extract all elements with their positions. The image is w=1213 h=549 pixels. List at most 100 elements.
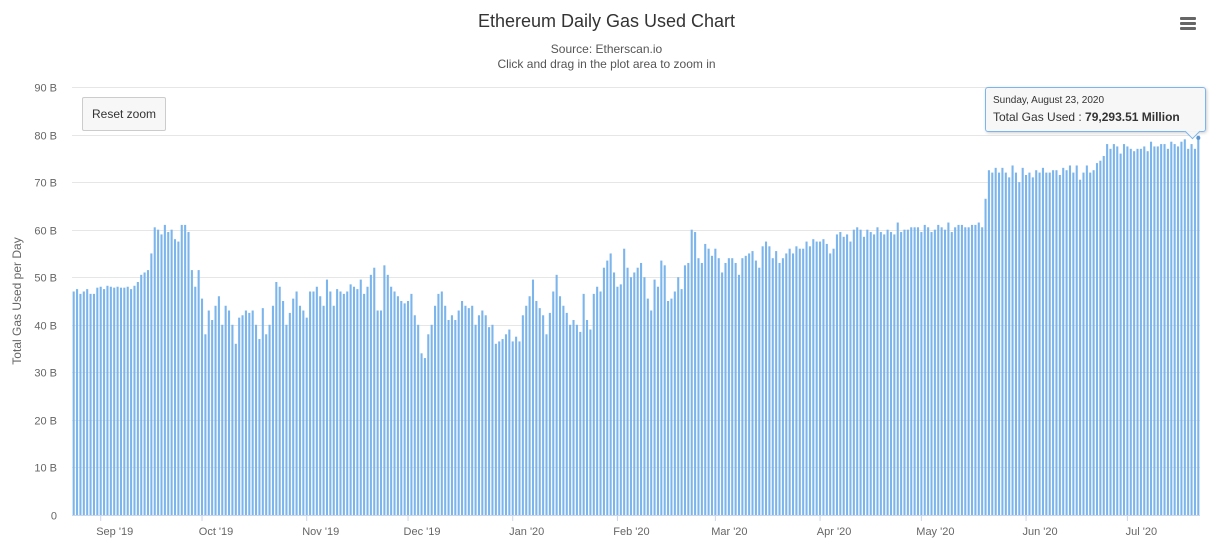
bar	[991, 172, 994, 515]
bar	[1041, 167, 1044, 515]
bar	[417, 324, 420, 515]
bar	[130, 289, 133, 515]
bar	[1143, 146, 1146, 515]
bar	[1058, 174, 1061, 516]
bar	[369, 274, 372, 515]
bar	[329, 291, 332, 515]
bar	[363, 293, 366, 515]
bar	[933, 229, 936, 516]
bar	[758, 267, 761, 515]
bar	[474, 324, 477, 515]
bar	[248, 312, 251, 515]
bar	[1160, 144, 1163, 515]
bar	[873, 234, 876, 516]
bar	[1163, 144, 1166, 515]
bar	[623, 248, 626, 515]
bar	[596, 286, 599, 515]
bar	[829, 253, 832, 515]
bar	[690, 229, 693, 516]
bar	[650, 310, 653, 515]
bar	[670, 298, 673, 515]
y-tick-label: 70 B	[34, 178, 57, 190]
bar	[1197, 137, 1200, 515]
y-tick-label: 30 B	[34, 368, 57, 380]
bar	[778, 262, 781, 515]
bar	[673, 291, 676, 515]
bar	[356, 289, 359, 515]
bar	[1028, 172, 1031, 515]
bar	[390, 286, 393, 515]
bar	[244, 310, 247, 515]
bar	[302, 310, 305, 515]
bar	[1166, 148, 1169, 515]
bar	[960, 224, 963, 515]
hamburger-menu-icon	[1180, 17, 1196, 20]
bar	[525, 305, 528, 515]
bar	[984, 198, 987, 515]
bar	[167, 232, 170, 516]
bar	[707, 248, 710, 515]
bar	[383, 265, 386, 515]
bar	[886, 229, 889, 516]
bar	[288, 312, 291, 515]
bar	[376, 310, 379, 515]
bar	[1014, 172, 1017, 515]
bar	[133, 285, 136, 515]
bar	[1045, 172, 1048, 515]
zoom-hint: Click and drag in the plot area to zoom …	[497, 57, 716, 71]
bar	[126, 286, 129, 515]
bar	[501, 339, 504, 515]
bar	[1129, 148, 1132, 515]
bar	[275, 281, 278, 515]
bar	[687, 262, 690, 515]
bar	[883, 234, 886, 516]
bar	[1102, 155, 1105, 515]
y-tick-label: 40 B	[34, 321, 57, 333]
bar	[542, 315, 545, 515]
bar	[967, 227, 970, 516]
bar	[677, 277, 680, 515]
bar	[998, 172, 1001, 515]
x-tick-label: Apr '20	[817, 526, 852, 538]
bar	[1133, 151, 1136, 515]
y-tick-label: 10 B	[34, 463, 57, 475]
bar	[467, 308, 470, 515]
bar	[271, 305, 274, 515]
bar	[572, 320, 575, 515]
bar	[1079, 179, 1082, 516]
bar	[923, 224, 926, 515]
bar	[812, 239, 815, 515]
bar	[332, 305, 335, 515]
bar	[217, 296, 220, 515]
bar	[842, 236, 845, 516]
bar	[609, 253, 612, 515]
bar	[599, 291, 602, 515]
bar	[798, 248, 801, 515]
bar	[862, 236, 866, 516]
bar	[373, 267, 376, 515]
bar	[457, 310, 460, 515]
reset-zoom-button[interactable]: Reset zoom	[82, 97, 166, 131]
bar	[336, 289, 339, 515]
bar	[700, 262, 703, 515]
bar	[319, 296, 322, 515]
bar	[1068, 165, 1072, 515]
x-tick-label: Jan '20	[509, 526, 544, 538]
bar	[1011, 165, 1014, 515]
bar	[92, 293, 95, 515]
bar	[663, 265, 666, 515]
bar	[454, 320, 457, 515]
chart-title: Ethereum Daily Gas Used Chart	[477, 11, 736, 31]
bar	[876, 227, 879, 516]
bar	[916, 227, 920, 516]
bar	[325, 279, 329, 515]
bar	[849, 241, 852, 515]
bar	[447, 320, 450, 515]
bar	[1095, 163, 1099, 515]
bar	[180, 224, 183, 515]
bar	[261, 308, 264, 515]
bar	[704, 243, 707, 515]
chart-menu-button[interactable]	[1172, 10, 1202, 38]
bar	[785, 253, 788, 515]
